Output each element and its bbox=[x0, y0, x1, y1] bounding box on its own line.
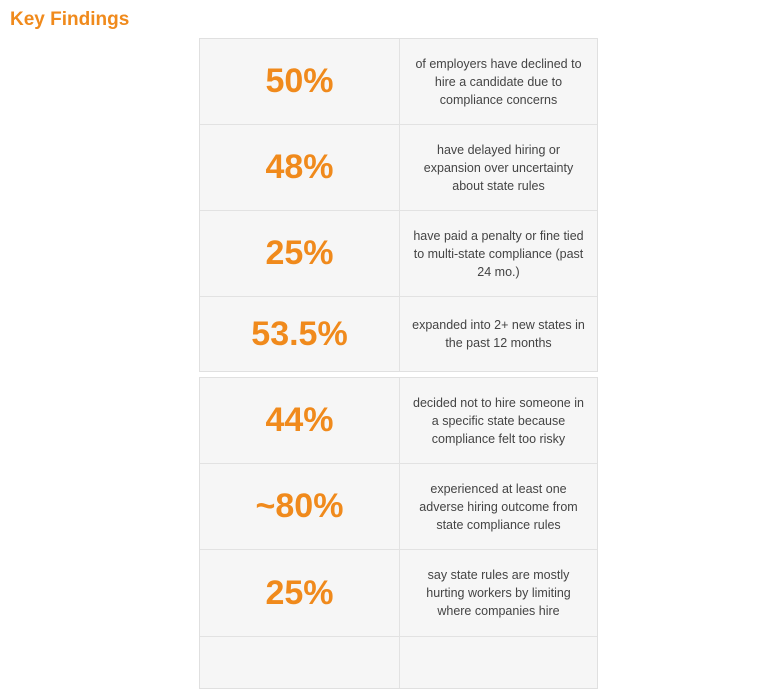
finding-stat: 53.5% bbox=[200, 297, 400, 371]
finding-row: 48% have delayed hiring or expansion ove… bbox=[200, 125, 597, 211]
finding-row: 25% say state rules are mostly hurting w… bbox=[200, 550, 597, 637]
finding-description: experienced at least one adverse hiring … bbox=[419, 481, 578, 532]
finding-description bbox=[400, 637, 597, 688]
finding-stat: 50% bbox=[200, 39, 400, 124]
finding-row: 53.5% expanded into 2+ new states in the… bbox=[200, 297, 597, 371]
finding-row: 50% of employers have declined to hire a… bbox=[200, 39, 597, 125]
finding-description: have paid a penalty or fine tied to mult… bbox=[413, 228, 584, 279]
finding-row: ~80% experienced at least one adverse hi… bbox=[200, 464, 597, 550]
finding-stat: 25% bbox=[200, 211, 400, 296]
finding-row: 25% have paid a penalty or fine tied to … bbox=[200, 211, 597, 297]
finding-stat: 48% bbox=[200, 125, 400, 210]
findings-table-1: 50% of employers have declined to hire a… bbox=[199, 38, 598, 372]
finding-stat: ~80% bbox=[200, 464, 400, 549]
finding-row-empty bbox=[200, 637, 597, 688]
findings-table-2: 44% decided not to hire someone in a spe… bbox=[199, 377, 598, 689]
finding-row: 44% decided not to hire someone in a spe… bbox=[200, 378, 597, 464]
finding-stat: 25% bbox=[200, 550, 400, 636]
finding-description: decided not to hire someone in a specifi… bbox=[413, 395, 584, 446]
finding-stat bbox=[200, 637, 400, 688]
finding-stat: 44% bbox=[200, 378, 400, 463]
finding-description: have delayed hiring or expansion over un… bbox=[423, 142, 574, 193]
finding-description: of employers have declined to hire a can… bbox=[415, 56, 582, 107]
page-title: Key Findings bbox=[10, 9, 130, 30]
finding-description: say state rules are mostly hurting worke… bbox=[426, 568, 571, 618]
finding-description: expanded into 2+ new states in the past … bbox=[412, 318, 585, 350]
